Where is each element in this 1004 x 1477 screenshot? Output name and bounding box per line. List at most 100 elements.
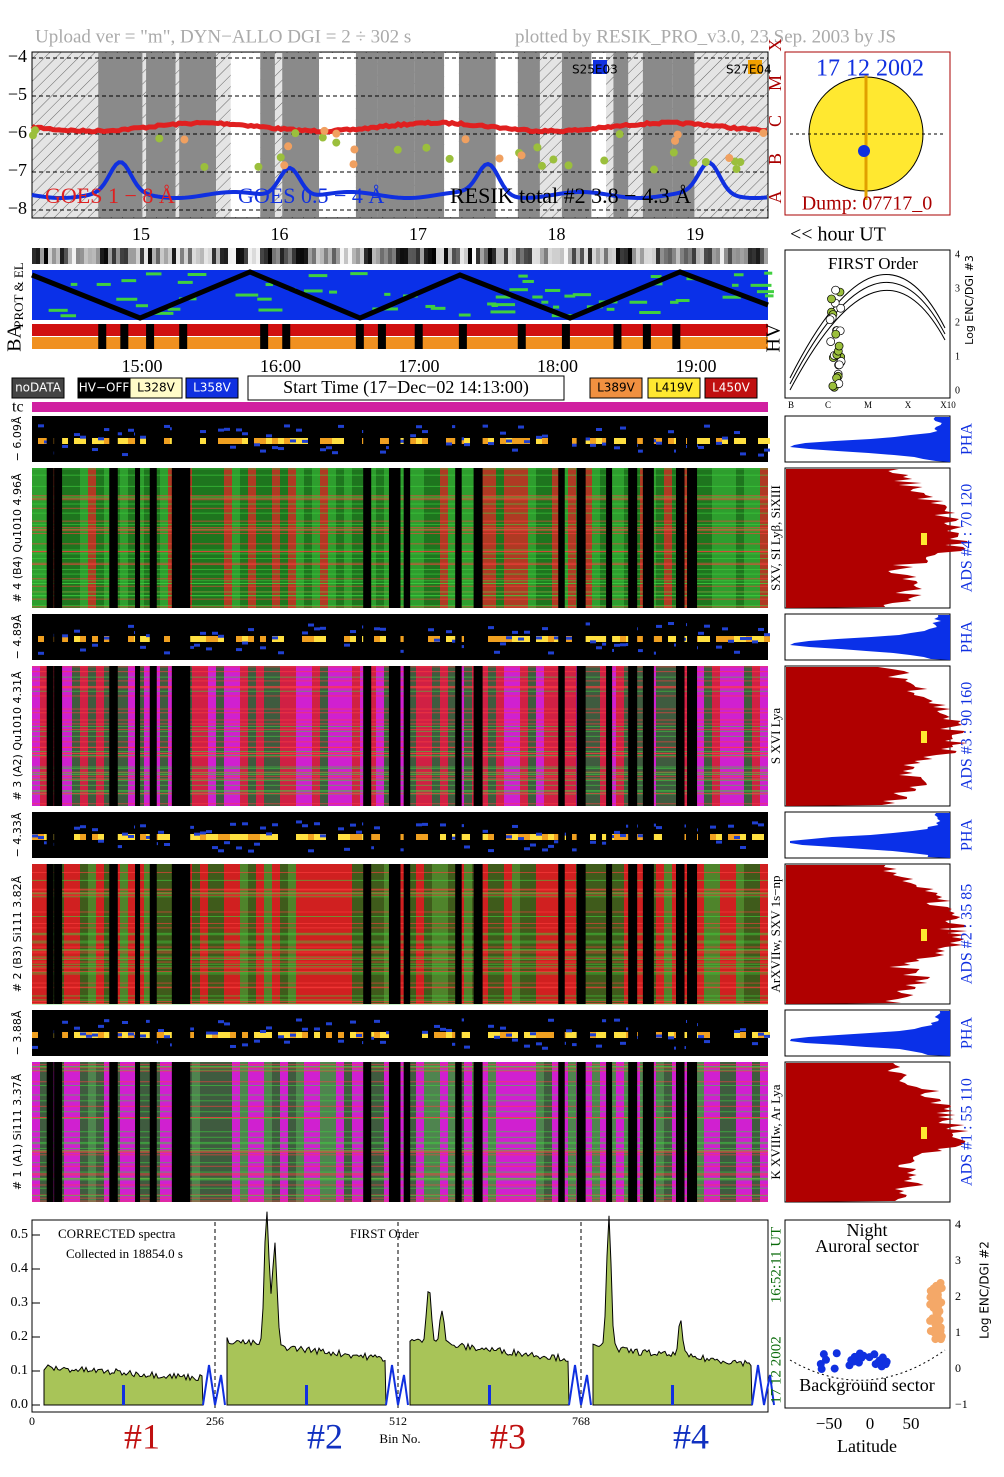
pha-noise [314, 1027, 320, 1031]
gap-stripe [676, 614, 685, 660]
pha-noise [230, 822, 236, 826]
pha-band [356, 834, 362, 840]
pha-band [230, 438, 236, 444]
sector-label: Auroral sector [815, 1236, 918, 1256]
order-point [825, 315, 835, 325]
status-cell [128, 248, 132, 264]
pha-noise [338, 424, 344, 428]
spectro-column [408, 864, 416, 1004]
status-cell [108, 248, 112, 264]
spectro-column [240, 864, 248, 1004]
pha-band [542, 636, 548, 642]
pha-shape [790, 615, 950, 660]
legend-text: GOES 1 − 8 Å [45, 183, 175, 208]
aur-point [929, 1299, 938, 1308]
gap-stripe [109, 468, 118, 608]
pha-band [212, 1032, 218, 1038]
gap-stripe [676, 864, 685, 1004]
prot-noise [135, 304, 149, 308]
status-cell [384, 248, 388, 264]
pha-noise [536, 832, 542, 836]
x-tick-label: 512 [389, 1414, 407, 1428]
resik-point [291, 129, 300, 138]
pha-noise [62, 1020, 68, 1024]
y-tick-label: 0.4 [11, 1261, 29, 1276]
gap-band [495, 53, 518, 217]
pha-noise [602, 841, 608, 845]
prot-noise [518, 274, 528, 278]
hour-unit: << hour UT [790, 224, 886, 246]
pha-noise [746, 636, 752, 640]
status-cell [44, 248, 48, 264]
status-cell [716, 248, 720, 264]
legend-item: HV−OFF [79, 381, 130, 395]
resik-point [564, 161, 573, 170]
axis-label: Log ENC/DGI #3 [963, 255, 976, 345]
gap-stripe [179, 468, 191, 608]
status-cell [444, 248, 448, 264]
status-cell [568, 248, 572, 264]
gap-stripe [628, 812, 638, 858]
resik-point [671, 136, 680, 145]
pha-band [260, 636, 266, 642]
status-cell [564, 248, 568, 264]
pha-noise [554, 840, 560, 844]
status-cell [404, 248, 408, 264]
resik-point [350, 145, 359, 154]
y-tick-label: 0.0 [11, 1397, 29, 1412]
prot-noise [70, 282, 78, 286]
status-cell [664, 248, 668, 264]
status-cell [428, 248, 432, 264]
gap-stripe [46, 614, 54, 660]
pha-noise [122, 1020, 128, 1024]
pha-noise [206, 830, 212, 834]
pha-noise [500, 431, 506, 435]
pha-noise [734, 836, 740, 840]
spectro-column [736, 864, 744, 1004]
pha-band [446, 636, 452, 642]
pha-band [602, 636, 608, 642]
pha-band [488, 636, 494, 642]
pha-noise [764, 633, 770, 637]
legend-text: RESIK total #2 3.8 − 4.3 Å [450, 183, 691, 208]
status-cell [284, 248, 288, 264]
status-cell [192, 248, 196, 264]
pha-band [338, 1032, 344, 1038]
gap-stripe [149, 1062, 157, 1202]
pha-band [740, 438, 746, 444]
pha-noise [338, 1039, 344, 1043]
gap-stripe [388, 614, 401, 660]
pha-noise [422, 430, 428, 434]
pha-band [158, 834, 164, 840]
gap-stripe [687, 1010, 698, 1056]
gap-stripe [171, 416, 182, 462]
gap-band [591, 53, 607, 217]
pha-band [254, 1032, 260, 1038]
eclipse-band [355, 53, 378, 217]
gap-stripe [687, 1062, 698, 1202]
gap-stripe [455, 416, 462, 462]
status-cell [476, 248, 480, 264]
status-cell [608, 248, 612, 264]
status-cell [684, 248, 688, 264]
gap-stripe [179, 1062, 191, 1202]
prot-noise [629, 300, 648, 304]
pha-band [410, 438, 416, 444]
pha-noise [572, 848, 578, 852]
pha-noise [614, 1018, 620, 1022]
spectro-column [280, 468, 288, 608]
resik-point [332, 138, 341, 147]
status-cell [740, 248, 744, 264]
ba-gap [260, 324, 269, 349]
gap-stripe [109, 666, 118, 806]
pha-band [158, 1032, 164, 1038]
spectro-column [376, 864, 384, 1004]
pha-band [242, 1032, 248, 1038]
spectro-column [528, 864, 536, 1004]
gap-stripe [171, 864, 182, 1004]
pha-noise [266, 1026, 272, 1030]
pha-noise [230, 445, 236, 449]
spectro-column [624, 468, 632, 608]
pha-noise [530, 1032, 536, 1036]
pha-noise [242, 1043, 248, 1047]
